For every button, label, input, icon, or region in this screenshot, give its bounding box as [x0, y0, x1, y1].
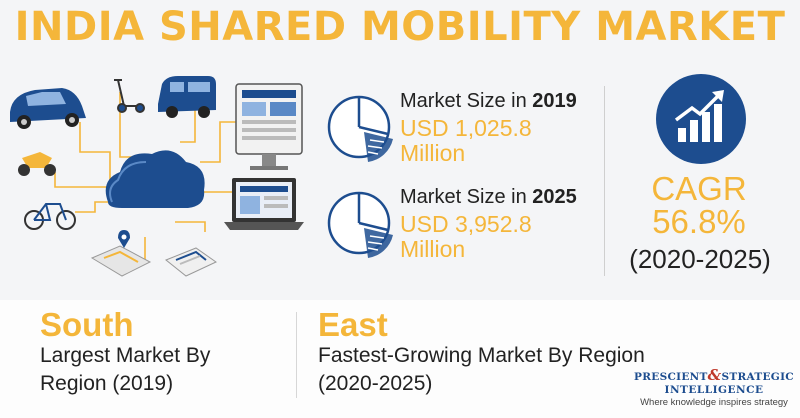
cagr-value: 56.8%: [652, 203, 746, 240]
market-size-value: USD 1,025.8 Million: [400, 115, 532, 166]
logo-word-prescient: PRESCIENT: [634, 371, 708, 383]
vertical-divider: [604, 86, 605, 276]
header-background: [0, 0, 800, 300]
dashboard-monitor-icon: [235, 83, 303, 170]
largest-region-name: South: [40, 306, 134, 343]
market-size-prefix: Market Size in: [400, 90, 533, 112]
market-size-prefix: Market Size in: [400, 186, 533, 208]
logo-line2: INTELLIGENCE: [664, 384, 764, 396]
pie-chart-icon: [327, 95, 393, 162]
fastest-region-desc: Fastest-Growing Market By Region (2020-2…: [318, 344, 645, 395]
laptop-icon: [224, 178, 304, 230]
scooter-icon: [114, 79, 145, 113]
cagr-title: CAGR: [651, 170, 747, 207]
motorbike-icon: [18, 152, 56, 176]
mobility-illustration: [10, 76, 304, 277]
region-divider: [296, 312, 297, 398]
pie-chart-icon: [327, 191, 393, 258]
logo-ampersand: &: [707, 366, 722, 384]
van-icon: [158, 76, 216, 118]
largest-region-desc: Largest Market By Region (2019): [40, 344, 211, 395]
logo-line1: PRESCIENT&STRATEGIC: [632, 366, 796, 384]
market-size-2019: Market Size in 2019 USD 1,025.8 Million: [320, 86, 610, 186]
page-title: INDIA SHARED MOBILITY MARKET: [14, 4, 786, 50]
car-icon: [10, 88, 86, 129]
company-logo: PRESCIENT&STRATEGIC INTELLIGENCE Where k…: [632, 366, 796, 416]
cagr-period: (2020-2025): [629, 244, 771, 274]
growth-chart-icon: [656, 74, 746, 164]
map-phone-icon: [90, 230, 152, 277]
market-size-label: Market Size in 2019: [400, 90, 577, 113]
market-size-value: USD 3,952.8 Million: [400, 211, 532, 262]
market-size-year: 2019: [532, 90, 577, 112]
fastest-region-name: East: [318, 306, 388, 343]
market-size-2025: Market Size in 2025 USD 3,952.8 Million: [320, 182, 610, 282]
logo-word-strategic: STRATEGIC: [721, 371, 794, 383]
logo-tagline: Where knowledge inspires strategy: [640, 397, 788, 408]
cloud-icon: [105, 150, 205, 208]
app-phone-icon: [165, 247, 217, 277]
market-size-year: 2025: [532, 186, 577, 208]
market-size-label: Market Size in 2025: [400, 186, 577, 209]
bicycle-icon: [24, 203, 76, 230]
